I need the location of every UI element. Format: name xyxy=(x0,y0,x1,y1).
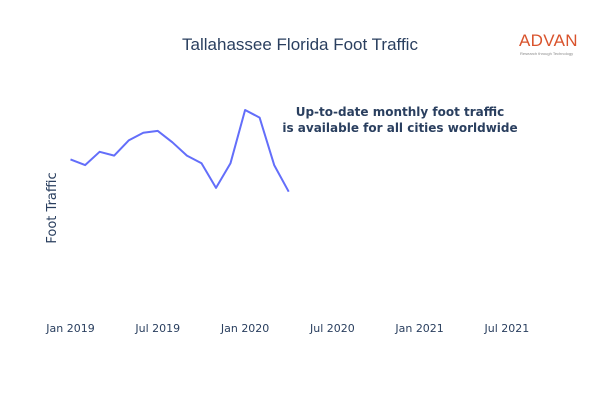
x-tick-label: Jan 2021 xyxy=(394,322,443,335)
x-tick-label: Jan 2020 xyxy=(220,322,269,335)
series-line xyxy=(70,109,290,193)
annotation-line-2: is available for all cities worldwide xyxy=(282,121,518,135)
x-tick-label: Jul 2019 xyxy=(134,322,180,335)
logo-wordmark: ADVAN xyxy=(519,31,578,50)
y-axis-title: Foot Traffic xyxy=(45,172,60,243)
logo-tagline: Research through Technology xyxy=(520,51,574,56)
chart-title: Tallahassee Florida Foot Traffic xyxy=(182,35,418,54)
x-tick-label: Jul 2021 xyxy=(484,322,530,335)
plot-area xyxy=(70,109,290,193)
chart-annotation: Up-to-date monthly foot traffic is avail… xyxy=(270,104,530,136)
x-axis-ticks: Jan 2019 Jul 2019 Jan 2020 Jul 2020 Jan 2021… xyxy=(45,322,529,335)
annotation-line-1: Up-to-date monthly foot traffic xyxy=(295,105,505,119)
x-tick-label: Jan 2019 xyxy=(45,322,94,335)
x-tick-label: Jul 2020 xyxy=(309,322,355,335)
advan-logo: ADVAN Research through Technology xyxy=(519,32,585,58)
